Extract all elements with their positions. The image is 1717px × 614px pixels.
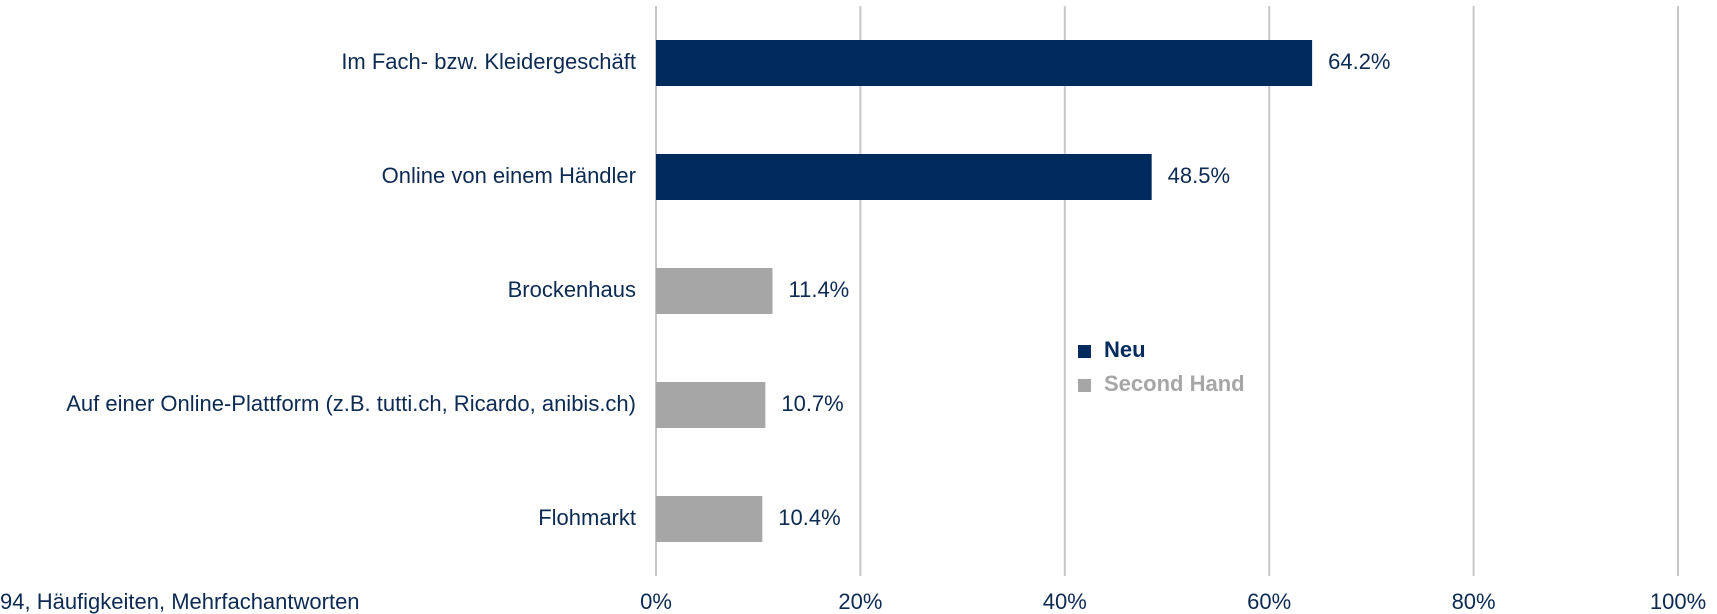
- bar: [656, 154, 1152, 200]
- x-tick-label: 100%: [1650, 589, 1706, 614]
- y-tick-label: Brockenhaus: [508, 277, 636, 302]
- x-tick-label: 60%: [1247, 589, 1291, 614]
- bar: [656, 40, 1313, 86]
- x-tick-label: 20%: [838, 589, 882, 614]
- legend-label: Second Hand: [1104, 371, 1245, 396]
- data-label: 11.4%: [789, 277, 850, 302]
- bar: [656, 496, 763, 542]
- x-tick-label: 80%: [1452, 589, 1496, 614]
- y-tick-label: Auf einer Online-Plattform (z.B. tutti.c…: [66, 391, 636, 416]
- x-tick-label: 0%: [640, 589, 672, 614]
- y-tick-label: Online von einem Händler: [382, 163, 636, 188]
- footnote: 94, Häufigkeiten, Mehrfachantworten: [0, 589, 360, 614]
- data-label: 10.7%: [781, 391, 843, 416]
- x-tick-label: 40%: [1043, 589, 1087, 614]
- data-label: 10.4%: [778, 505, 840, 530]
- y-tick-label: Im Fach- bzw. Kleidergeschäft: [341, 49, 636, 74]
- legend-swatch: [1078, 379, 1091, 392]
- y-tick-label: Flohmarkt: [538, 505, 636, 530]
- legend-swatch: [1078, 345, 1091, 358]
- data-label: 48.5%: [1168, 163, 1230, 188]
- bar: [656, 382, 766, 428]
- bar: [656, 268, 773, 314]
- legend-label: Neu: [1104, 337, 1146, 362]
- data-label: 64.2%: [1328, 49, 1390, 74]
